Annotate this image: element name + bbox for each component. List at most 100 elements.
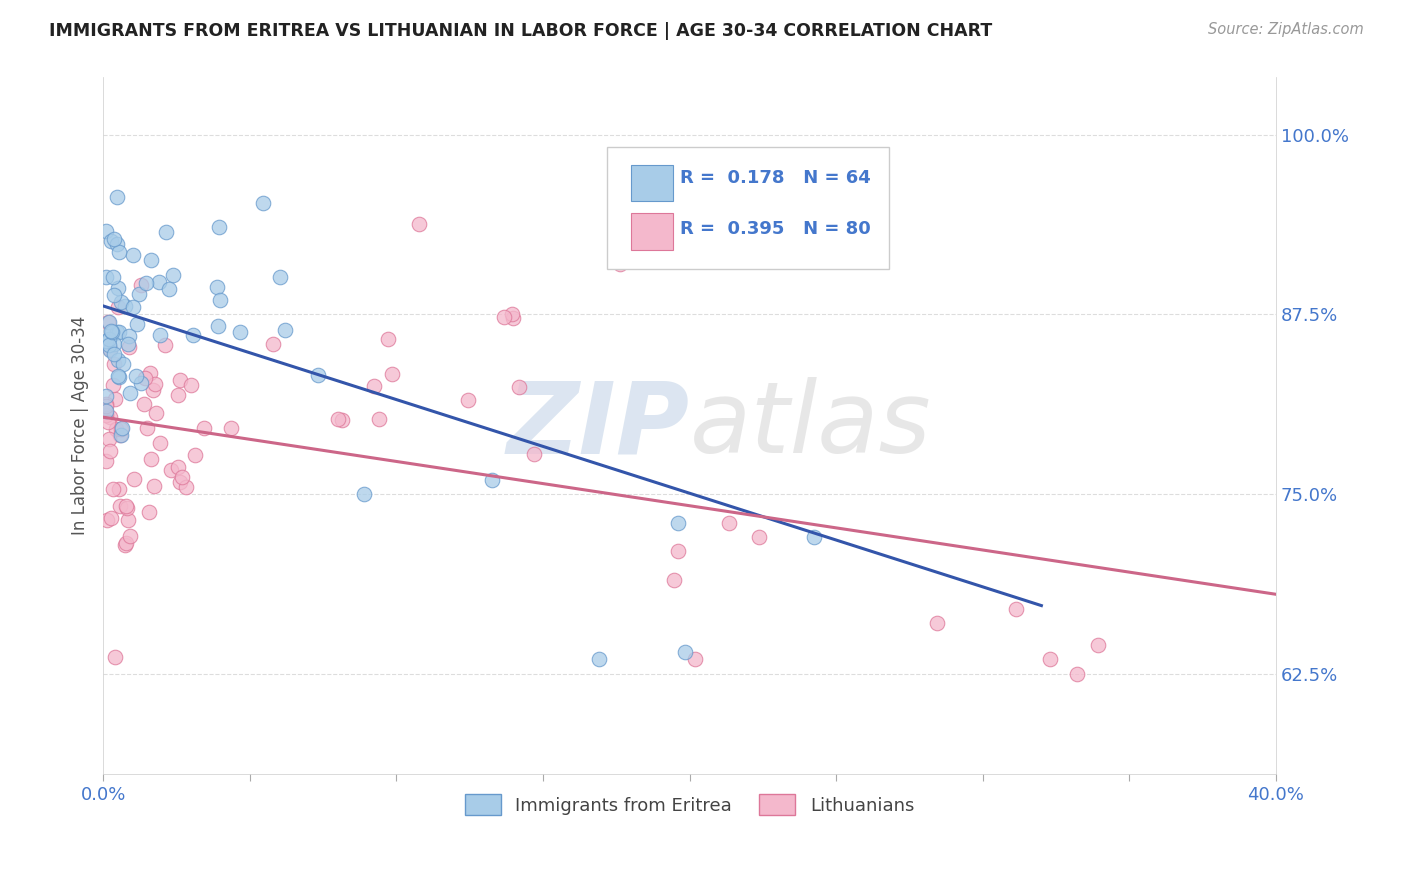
Point	[523, 447, 546, 461]
Point	[685, 652, 707, 666]
Point	[100, 343, 122, 357]
Point	[149, 435, 172, 450]
Point	[97, 316, 120, 330]
Point	[94, 409, 117, 423]
Point	[105, 325, 128, 339]
Text: atlas: atlas	[689, 377, 931, 475]
Point	[103, 232, 125, 246]
Point	[118, 328, 141, 343]
Point	[105, 189, 128, 203]
Point	[135, 276, 157, 290]
Point	[115, 536, 138, 550]
Point	[666, 516, 689, 530]
Point	[100, 235, 122, 249]
Point	[501, 307, 523, 321]
Point	[363, 379, 385, 393]
Point	[97, 315, 120, 329]
Point	[127, 317, 149, 331]
Point	[104, 649, 127, 664]
Point	[457, 393, 479, 408]
Text: Source: ZipAtlas.com: Source: ZipAtlas.com	[1208, 22, 1364, 37]
Point	[94, 224, 117, 238]
Point	[96, 269, 118, 284]
Point	[502, 311, 524, 326]
Point	[108, 325, 131, 339]
Point	[717, 516, 740, 530]
Point	[103, 337, 125, 351]
Point	[927, 616, 949, 631]
Point	[673, 645, 696, 659]
Point	[139, 451, 162, 466]
Point	[662, 573, 685, 587]
Legend: Immigrants from Eritrea, Lithuanians: Immigrants from Eritrea, Lithuanians	[456, 786, 924, 824]
Point	[100, 324, 122, 338]
Point	[107, 281, 129, 295]
Point	[269, 270, 291, 285]
Y-axis label: In Labor Force | Age 30-34: In Labor Force | Age 30-34	[72, 316, 89, 535]
Point	[169, 373, 191, 387]
Point	[143, 479, 166, 493]
Point	[481, 473, 503, 487]
Point	[180, 378, 202, 392]
Point	[104, 422, 127, 436]
Point	[205, 279, 228, 293]
Point	[131, 278, 153, 293]
Point	[138, 366, 160, 380]
Point	[103, 288, 125, 302]
Point	[94, 404, 117, 418]
Point	[107, 369, 129, 384]
Point	[103, 357, 125, 371]
Point	[408, 217, 430, 231]
Text: ZIP: ZIP	[506, 377, 689, 475]
Point	[252, 195, 274, 210]
Point	[155, 225, 177, 239]
Point	[98, 342, 121, 356]
Point	[262, 337, 284, 351]
Point	[105, 236, 128, 251]
Point	[110, 295, 132, 310]
Point	[207, 318, 229, 333]
Point	[108, 244, 131, 259]
Point	[138, 504, 160, 518]
Point	[110, 428, 132, 442]
Point	[122, 248, 145, 262]
Point	[96, 513, 118, 527]
Point	[118, 529, 141, 543]
Point	[112, 357, 135, 371]
Point	[114, 299, 136, 313]
Point	[94, 399, 117, 413]
Point	[101, 378, 124, 392]
Point	[174, 480, 197, 494]
Point	[103, 483, 125, 497]
Point	[368, 412, 391, 426]
Point	[114, 538, 136, 552]
Text: IMMIGRANTS FROM ERITREA VS LITHUANIAN IN LABOR FORCE | AGE 30-34 CORRELATION CHA: IMMIGRANTS FROM ERITREA VS LITHUANIAN IN…	[49, 22, 993, 40]
Point	[108, 500, 131, 514]
Point	[131, 376, 153, 390]
Point	[748, 530, 770, 544]
Point	[98, 432, 121, 446]
Point	[118, 340, 141, 354]
Point	[160, 462, 183, 476]
Point	[94, 454, 117, 468]
Point	[381, 368, 404, 382]
Point	[167, 459, 190, 474]
Point	[103, 347, 125, 361]
Point	[128, 286, 150, 301]
Point	[111, 421, 134, 435]
Point	[681, 188, 703, 202]
Point	[98, 410, 121, 425]
Point	[221, 421, 243, 435]
Point	[666, 544, 689, 558]
Point	[108, 370, 131, 384]
Point	[101, 325, 124, 339]
Point	[110, 421, 132, 435]
Point	[609, 257, 631, 271]
Point	[166, 388, 188, 402]
Point	[1066, 666, 1088, 681]
Point	[494, 310, 516, 324]
Point	[98, 332, 121, 346]
Point	[103, 270, 125, 285]
Point	[134, 397, 156, 411]
FancyBboxPatch shape	[607, 147, 889, 269]
